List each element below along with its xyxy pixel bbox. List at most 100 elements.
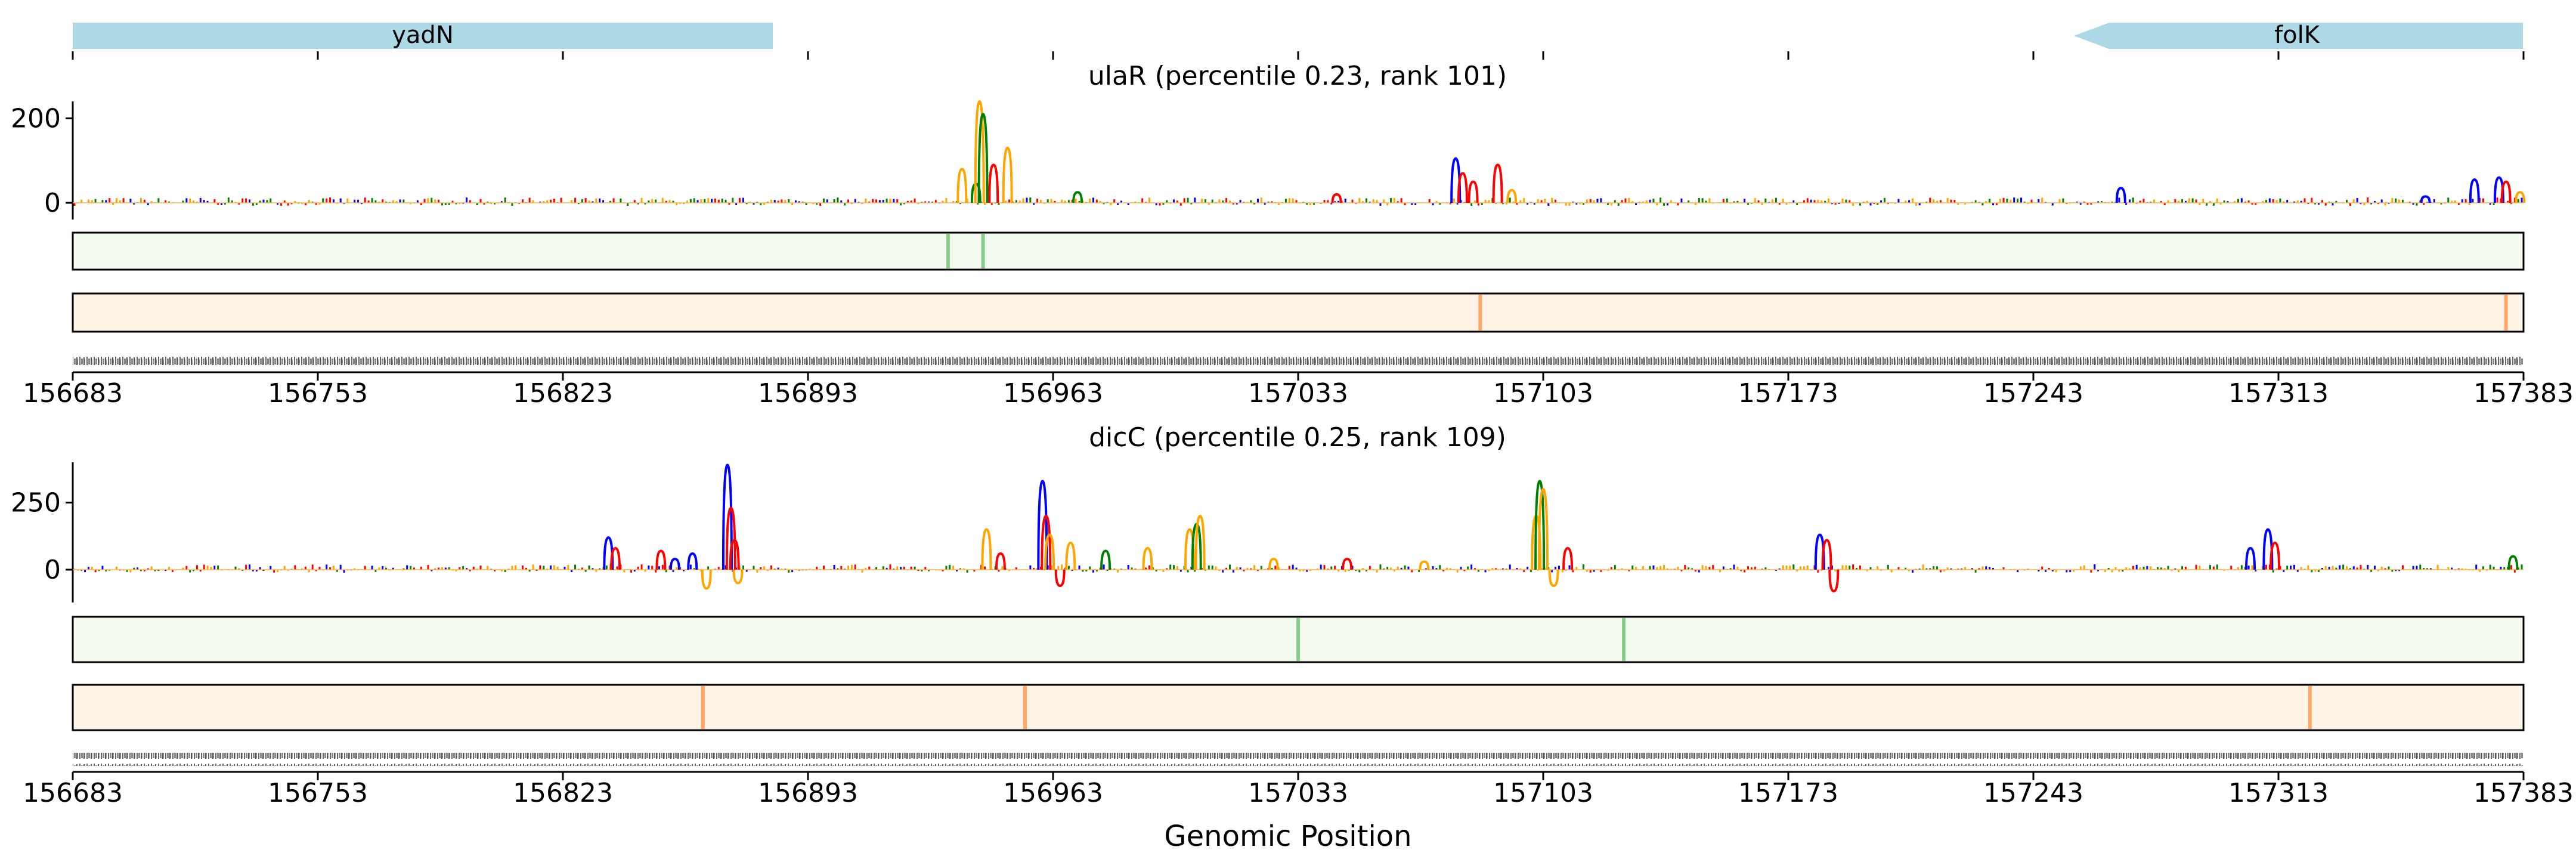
attribution-peak <box>1072 191 1083 203</box>
attribution-peak <box>1044 533 1055 570</box>
x-tick-label: 157243 <box>1983 778 2083 808</box>
y-axis-ticks: 0 250 <box>11 488 73 585</box>
attribution-peak <box>2507 555 2519 570</box>
attribution-peak <box>1457 172 1468 203</box>
attribution-peak <box>687 552 698 570</box>
x-tick-label: 156963 <box>1003 378 1103 409</box>
attribution-peak <box>655 549 667 570</box>
x-tick-label: 157173 <box>1738 778 1838 808</box>
attribution-peak <box>988 163 999 203</box>
track-2-highlight <box>2308 686 2312 729</box>
attribution-peak <box>1821 539 1832 570</box>
track-2-heat-dicC <box>72 684 2525 731</box>
attribution-peak <box>1562 546 1574 570</box>
attribution-peak <box>669 557 680 570</box>
x-tick-label: 156683 <box>23 378 123 409</box>
attribution-peak <box>1492 163 1503 203</box>
x-axis-ticks: 156683 156753 156823 156893 156963 157033 1571… <box>23 372 2574 409</box>
attribution-peak <box>732 569 744 585</box>
attribution-peak <box>1548 569 1559 588</box>
x-axis-label: Genomic Position <box>1164 820 1411 853</box>
gene-arrow-yadN <box>73 23 773 49</box>
track-2-highlight <box>701 686 705 729</box>
attribution-peak <box>956 168 968 203</box>
track-1-highlights <box>946 234 985 268</box>
attribution-peak <box>1002 146 1013 203</box>
x-tick-label: 157103 <box>1493 778 1593 808</box>
panel-ulaR: ulaR (percentile 0.23, rank 101) 0 200 15… <box>11 61 2574 409</box>
attribution-peak <box>2500 180 2512 203</box>
sequence-strip <box>73 353 2524 366</box>
track-1-highlight <box>1296 618 1300 661</box>
x-tick-label: 156963 <box>1003 778 1103 808</box>
x-tick-label: 157383 <box>2473 778 2574 808</box>
x-tick-label: 157033 <box>1248 378 1348 409</box>
x-tick-label: 157313 <box>2228 778 2329 808</box>
attribution-peak <box>1194 514 1206 570</box>
track-1-highlights <box>1296 618 1626 661</box>
x-tick-label: 157243 <box>1983 378 2083 409</box>
x-tick-label: 157103 <box>1493 378 1593 409</box>
x-tick-label: 157383 <box>2473 378 2574 409</box>
attribution-peak <box>722 464 733 570</box>
track-2-heat-ulaR <box>72 292 2525 333</box>
track-2-highlights <box>701 686 2312 729</box>
attribution-peak <box>1419 560 1430 570</box>
x-tick-label: 157313 <box>2228 378 2329 409</box>
attribution-peak <box>1538 487 1549 570</box>
attribution-logo-ulaR <box>73 100 2526 206</box>
attribution-peak <box>1331 193 1342 203</box>
panel-dicC: dicC (percentile 0.25, rank 109) 0 250 15… <box>11 422 2574 808</box>
attribution-peak <box>725 506 736 570</box>
attribution-peak <box>1506 189 1518 203</box>
attribution-peak <box>1828 569 1840 593</box>
gene-label-folK: folK <box>2274 21 2321 49</box>
attribution-logo-dicC <box>73 464 2524 593</box>
attribution-peak <box>2245 546 2256 570</box>
attribution-peak <box>729 539 740 570</box>
y-tick-label: 0 <box>44 555 61 585</box>
attribution-peak <box>977 113 989 203</box>
gene-track: yadN folK <box>72 21 2525 60</box>
x-tick-label: 156753 <box>268 378 368 409</box>
attribution-peak <box>974 100 985 203</box>
track-1-highlight <box>946 234 950 268</box>
sequence-strip <box>73 753 2524 766</box>
attribution-peak <box>1142 546 1153 570</box>
attribution-peak <box>2420 195 2431 203</box>
track-2-highlight <box>1478 295 1482 330</box>
x-tick-label: 156823 <box>513 778 613 808</box>
x-tick-label: 156753 <box>268 778 368 808</box>
attribution-peak <box>2515 191 2526 203</box>
panel-title-dicC: dicC (percentile 0.25, rank 109) <box>1089 422 1506 453</box>
track-2-highlight <box>2504 295 2508 330</box>
y-tick-label: 200 <box>11 103 61 134</box>
attribution-peak <box>701 569 712 590</box>
attribution-peak <box>1065 541 1076 570</box>
x-tick-label: 157173 <box>1738 378 1838 409</box>
attribution-peak <box>1041 514 1052 570</box>
panel-title-ulaR: ulaR (percentile 0.23, rank 101) <box>1088 61 1507 91</box>
x-tick-label: 156683 <box>23 778 123 808</box>
track-2-highlight <box>1023 686 1027 729</box>
attribution-peak <box>1342 557 1353 570</box>
x-axis-ticks: 156683 156753 156823 156893 156963 157033 1571… <box>23 772 2574 808</box>
gene-label-yadN: yadN <box>392 21 454 49</box>
attribution-peak <box>2270 541 2281 570</box>
gene-track-ticks <box>72 51 2525 60</box>
x-tick-label: 156823 <box>513 378 613 409</box>
track-1-highlight <box>981 234 985 268</box>
attribution-peak <box>1268 557 1279 570</box>
y-axis-ticks: 0 200 <box>11 103 73 218</box>
attribution-peak <box>1467 180 1479 203</box>
attribution-peak <box>981 528 992 570</box>
attribution-peak <box>1534 480 1546 570</box>
track-1-highlight <box>1622 618 1626 661</box>
attribution-peak <box>2469 178 2480 203</box>
attribution-peak <box>1054 569 1066 588</box>
x-tick-label: 156893 <box>758 778 858 808</box>
attribution-peak <box>1100 549 1111 570</box>
attribution-peak <box>2115 187 2126 203</box>
attribution-peak <box>1037 480 1048 570</box>
